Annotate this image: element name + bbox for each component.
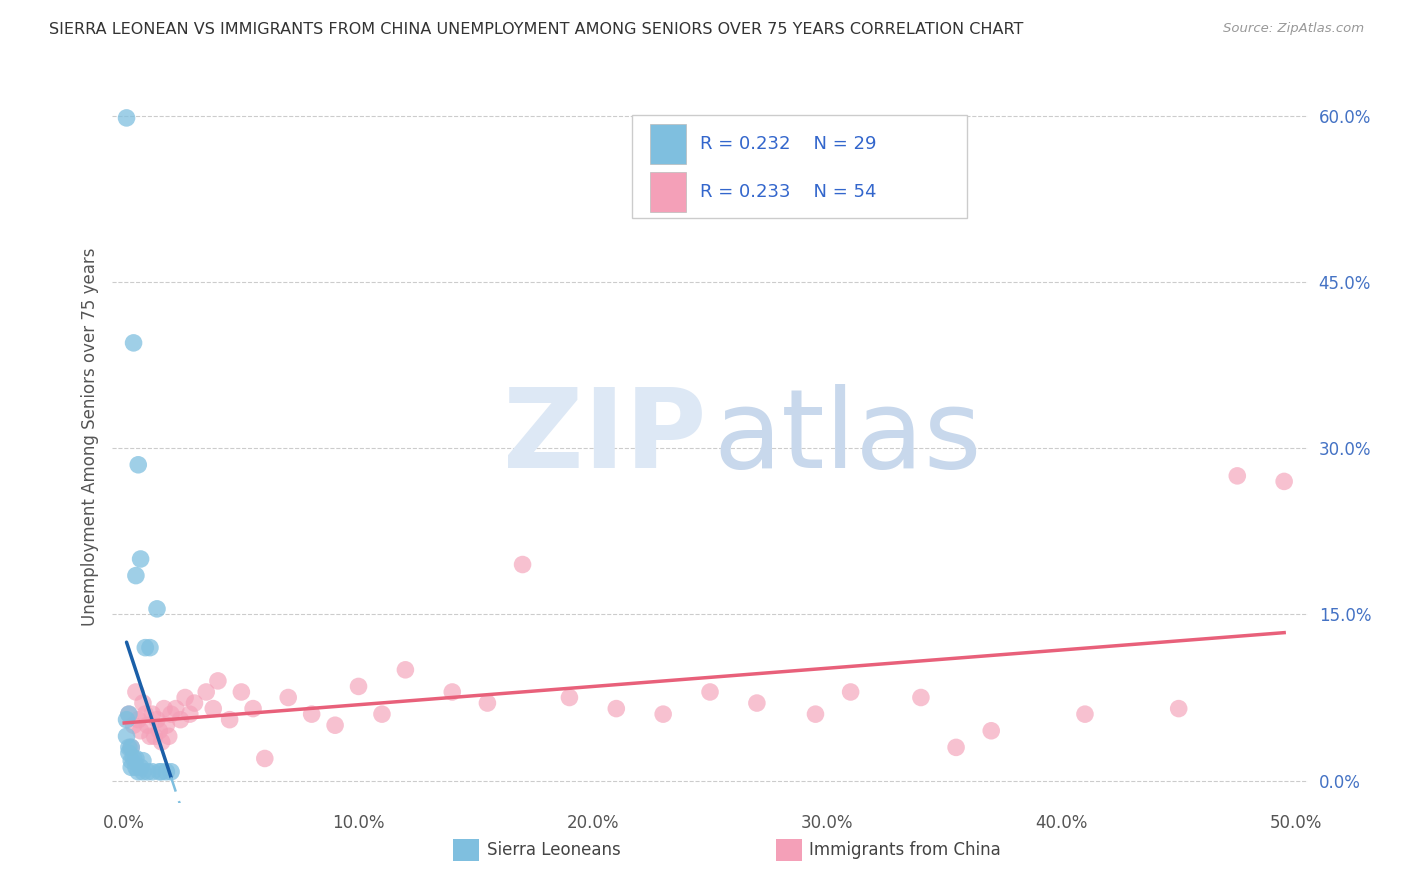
Point (207, 673, 229, 688)
Point (120, 740, 142, 755)
FancyBboxPatch shape (651, 124, 686, 164)
Point (477, 696, 499, 710)
Text: R = 0.232    N = 29: R = 0.232 N = 29 (700, 135, 877, 153)
Point (122, 751, 145, 765)
Point (242, 701, 264, 715)
Point (146, 602, 169, 616)
Point (512, 558, 534, 572)
Point (169, 713, 191, 727)
Text: atlas: atlas (714, 384, 983, 491)
Point (183, 696, 205, 710)
Point (155, 718, 177, 732)
Point (371, 707, 394, 722)
Point (115, 111, 138, 125)
Point (132, 754, 155, 768)
Point (132, 764, 155, 779)
Point (980, 723, 1002, 738)
Point (129, 723, 152, 738)
Point (127, 458, 149, 472)
Point (174, 690, 197, 705)
Point (394, 663, 416, 677)
Text: Source: ZipAtlas.com: Source: ZipAtlas.com (1223, 22, 1364, 36)
FancyBboxPatch shape (453, 839, 479, 862)
Text: ZIP: ZIP (503, 384, 706, 491)
Point (125, 568, 148, 582)
Point (699, 685, 721, 699)
Point (143, 729, 166, 743)
Point (804, 707, 827, 722)
FancyBboxPatch shape (776, 839, 801, 862)
Point (218, 713, 240, 727)
Point (558, 690, 581, 705)
Point (129, 552, 152, 566)
Point (118, 740, 141, 755)
Point (150, 764, 173, 779)
Point (1167, 701, 1189, 715)
Point (139, 640, 162, 655)
Point (125, 751, 148, 765)
Point (839, 685, 862, 699)
Point (141, 707, 163, 722)
Point (132, 696, 155, 710)
Point (141, 764, 163, 779)
Point (122, 335, 145, 350)
Point (277, 690, 299, 705)
Point (195, 685, 218, 699)
Point (910, 690, 932, 705)
Point (1226, 468, 1249, 483)
Point (231, 685, 253, 699)
Point (179, 707, 201, 722)
Point (115, 729, 138, 743)
Point (1272, 475, 1295, 489)
Point (745, 696, 768, 710)
Point (301, 707, 323, 722)
Point (134, 640, 156, 655)
Point (945, 740, 967, 755)
Point (120, 740, 142, 755)
Point (136, 764, 159, 779)
Point (652, 707, 675, 722)
Point (125, 685, 148, 699)
Point (118, 707, 141, 722)
Point (165, 701, 187, 715)
Point (139, 729, 162, 743)
Point (118, 707, 141, 722)
Text: Sierra Leoneans: Sierra Leoneans (486, 841, 620, 859)
Point (1074, 707, 1097, 722)
Point (125, 760, 148, 774)
Point (115, 713, 138, 727)
Point (122, 718, 145, 732)
Point (253, 751, 276, 765)
Point (127, 713, 149, 727)
Point (153, 701, 176, 715)
Point (136, 718, 159, 732)
Point (155, 764, 177, 779)
Point (120, 760, 142, 774)
Point (323, 718, 346, 732)
Point (127, 764, 149, 779)
Point (202, 701, 225, 715)
Point (118, 746, 141, 760)
Point (120, 754, 142, 768)
Point (148, 764, 170, 779)
Point (150, 735, 173, 749)
Text: SIERRA LEONEAN VS IMMIGRANTS FROM CHINA UNEMPLOYMENT AMONG SENIORS OVER 75 YEARS: SIERRA LEONEAN VS IMMIGRANTS FROM CHINA … (49, 22, 1024, 37)
FancyBboxPatch shape (651, 172, 686, 212)
Point (160, 707, 183, 722)
Point (160, 764, 183, 779)
Point (347, 680, 370, 694)
Point (157, 729, 180, 743)
FancyBboxPatch shape (633, 115, 967, 218)
Point (605, 701, 627, 715)
Point (441, 685, 464, 699)
Point (129, 760, 152, 774)
Point (134, 707, 156, 722)
Text: Immigrants from China: Immigrants from China (810, 841, 1001, 859)
Text: R = 0.233    N = 54: R = 0.233 N = 54 (700, 183, 877, 201)
Point (148, 723, 170, 738)
Point (146, 713, 169, 727)
Y-axis label: Unemployment Among Seniors over 75 years: Unemployment Among Seniors over 75 years (80, 248, 98, 626)
